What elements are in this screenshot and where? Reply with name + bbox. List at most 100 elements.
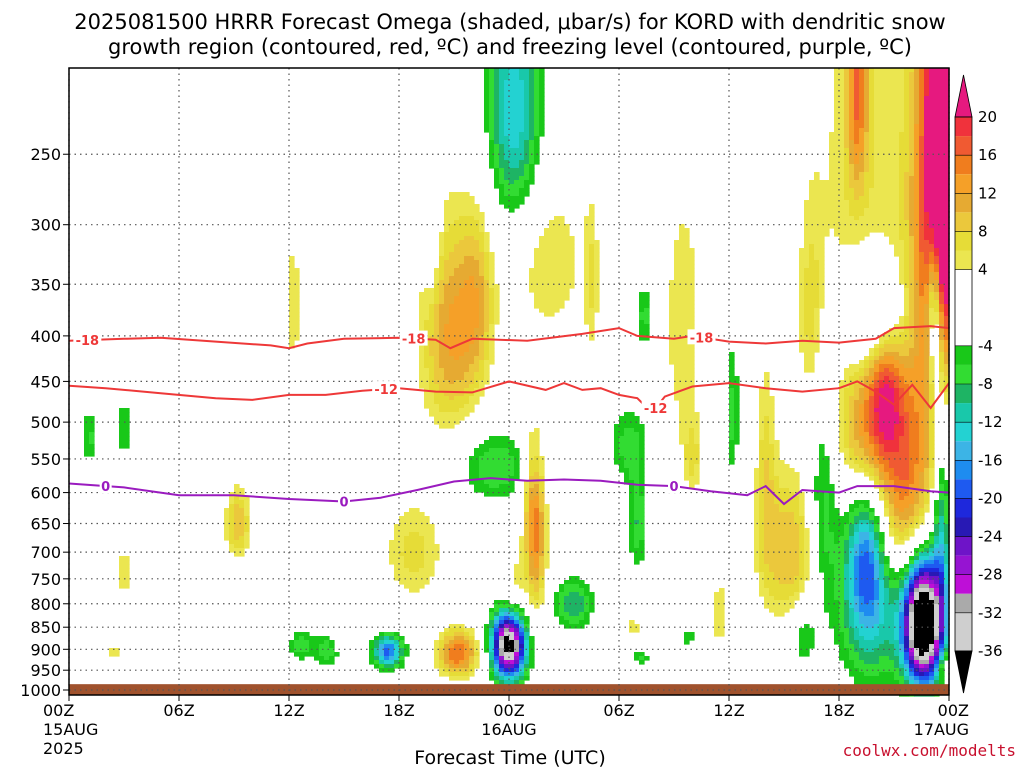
omega-cell	[934, 236, 950, 241]
omega-cell	[844, 660, 855, 665]
omega-cell	[424, 556, 440, 561]
omega-cell	[934, 628, 940, 633]
omega-cell	[849, 136, 855, 141]
omega-cell	[449, 664, 455, 669]
omega-cell	[854, 560, 860, 565]
omega-cell	[519, 656, 525, 661]
omega-cell	[849, 636, 855, 641]
omega-cell	[869, 364, 875, 369]
omega-cell	[684, 632, 695, 637]
omega-cell	[859, 132, 865, 137]
omega-cell	[494, 80, 500, 85]
omega-cell	[914, 504, 925, 509]
omega-cell	[519, 72, 530, 77]
colorbar-band	[955, 155, 972, 175]
omega-cell	[529, 480, 540, 485]
omega-cell	[859, 548, 870, 553]
omega-cell	[939, 268, 950, 273]
omega-cell	[914, 224, 920, 229]
omega-cell	[914, 496, 920, 501]
omega-cell	[904, 112, 910, 117]
omega-cell	[864, 96, 870, 101]
omega-cell	[494, 152, 500, 157]
omega-cell	[289, 292, 300, 297]
omega-cell	[84, 432, 90, 437]
omega-cell	[934, 528, 940, 533]
omega-cell	[799, 528, 805, 533]
omega-cell	[859, 536, 870, 541]
omega-cell	[379, 664, 385, 669]
omega-cell	[884, 456, 910, 461]
omega-cell	[629, 528, 635, 533]
omega-cell	[454, 380, 475, 385]
omega-cell	[229, 496, 235, 501]
omega-cell	[929, 268, 935, 273]
omega-cell	[869, 508, 875, 513]
omega-cell	[819, 508, 825, 513]
omega-cell	[814, 312, 820, 317]
omega-cell	[899, 604, 905, 609]
omega-cell	[84, 424, 95, 429]
omega-cell	[924, 72, 930, 77]
omega-cell	[839, 412, 845, 417]
omega-cell	[434, 328, 440, 333]
omega-cell	[514, 620, 520, 625]
contour-label: 0	[101, 480, 110, 495]
omega-cell	[834, 68, 845, 73]
omega-cell	[799, 628, 815, 633]
omega-cell	[529, 640, 535, 645]
omega-cell	[479, 304, 485, 309]
omega-cell	[804, 272, 820, 277]
omega-cell	[499, 160, 510, 165]
colorbar-label: 12	[978, 184, 997, 202]
omega-cell	[849, 68, 855, 73]
omega-cell	[754, 492, 760, 497]
omega-cell	[859, 524, 870, 529]
omega-cell	[484, 492, 510, 497]
omega-cell	[824, 544, 845, 549]
omega-cell	[469, 660, 475, 665]
omega-cell	[474, 284, 485, 289]
omega-cell	[379, 668, 395, 673]
colorbar-band	[955, 136, 972, 156]
omega-cell	[919, 88, 925, 93]
omega-cell	[444, 336, 475, 341]
omega-cell	[714, 632, 725, 637]
omega-cell	[884, 376, 890, 381]
omega-cell	[509, 72, 520, 77]
omega-cell	[639, 300, 650, 305]
omega-cell	[944, 624, 950, 629]
omega-cell	[529, 476, 540, 481]
omega-cell	[559, 616, 565, 621]
omega-cell	[499, 76, 510, 81]
omega-cell	[629, 508, 635, 513]
omega-cell	[489, 272, 495, 277]
omega-cell	[504, 152, 525, 157]
omega-cell	[799, 508, 805, 513]
omega-cell	[504, 192, 520, 197]
omega-cell	[459, 240, 480, 245]
omega-cell	[634, 488, 640, 493]
omega-cell	[734, 420, 740, 425]
omega-cell	[909, 584, 915, 589]
omega-cell	[514, 648, 520, 653]
y-tick-label: 1000	[20, 681, 61, 700]
omega-cell	[529, 584, 535, 589]
omega-cell	[844, 120, 850, 125]
omega-cell	[869, 124, 875, 129]
omega-cell	[939, 312, 945, 317]
omega-cell	[859, 600, 865, 605]
omega-cell	[909, 128, 915, 133]
omega-cell	[619, 464, 625, 469]
omega-cell	[909, 276, 915, 281]
omega-cell	[489, 448, 510, 453]
omega-cell	[759, 452, 775, 457]
omega-cell	[764, 600, 795, 605]
colorbar-band	[955, 403, 972, 423]
omega-cell	[919, 72, 925, 77]
omega-cell	[734, 436, 740, 441]
omega-cell	[919, 216, 925, 221]
omega-cell	[454, 244, 480, 249]
omega-cell	[814, 476, 830, 481]
omega-cell	[764, 580, 780, 585]
